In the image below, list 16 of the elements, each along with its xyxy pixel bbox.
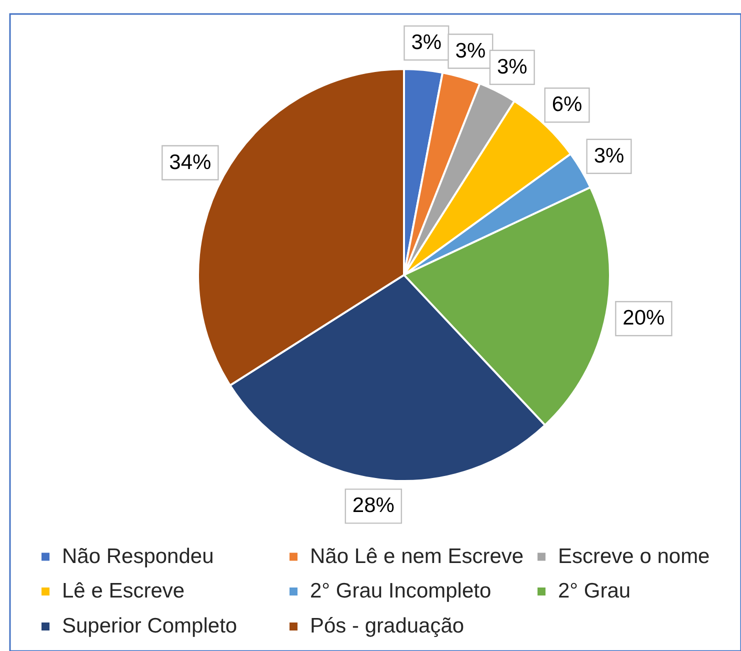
legend-label: Não Respondeu <box>62 544 214 568</box>
data-label: 3% <box>455 39 486 62</box>
legend-label: Superior Completo <box>62 614 238 638</box>
legend-label: Não Lê e nem Escreve <box>310 544 524 568</box>
legend-label: Escreve o nome <box>558 544 710 568</box>
data-label: 6% <box>552 93 582 116</box>
legend-label: Lê e Escreve <box>62 580 185 602</box>
data-label: 34% <box>169 150 212 174</box>
data-label: 3% <box>411 31 442 54</box>
data-label: 3% <box>594 144 624 168</box>
data-label: 20% <box>622 306 665 330</box>
data-label: 28% <box>352 494 394 518</box>
data-label: 3% <box>496 55 528 78</box>
legend-label: Pós - graduação <box>310 614 464 638</box>
legend-label: 2° Grau Incompleto <box>310 580 492 602</box>
legend-label: 2° Grau <box>558 580 631 602</box>
